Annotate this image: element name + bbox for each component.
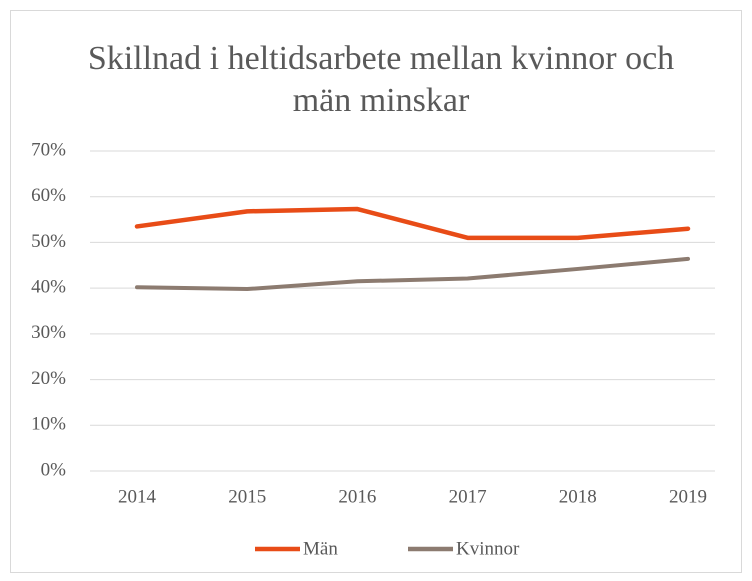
y-tick-label: 30%: [31, 322, 66, 343]
chart-border: [10, 10, 742, 573]
y-tick-label: 60%: [31, 185, 66, 206]
x-tick-label: 2016: [338, 486, 376, 507]
x-tick-label: 2019: [669, 486, 707, 507]
legend-label: Män: [303, 538, 338, 559]
x-tick-label: 2017: [449, 486, 487, 507]
y-tick-label: 40%: [31, 277, 66, 298]
x-tick-label: 2015: [228, 486, 266, 507]
data-line: [134, 206, 691, 241]
x-tick-label: 2014: [118, 486, 157, 507]
y-tick-label: 20%: [31, 368, 66, 389]
y-tick-label: 50%: [31, 231, 66, 252]
y-tick-label: 0%: [41, 459, 67, 480]
chart-title: Skillnad i heltidsarbete mellan kvinnor …: [87, 40, 675, 119]
data-line: [135, 256, 690, 292]
y-tick-label: 70%: [31, 139, 66, 160]
x-tick-label: 2018: [559, 486, 597, 507]
y-tick-label: 10%: [31, 414, 66, 435]
legend-label: Kvinnor: [456, 538, 520, 559]
